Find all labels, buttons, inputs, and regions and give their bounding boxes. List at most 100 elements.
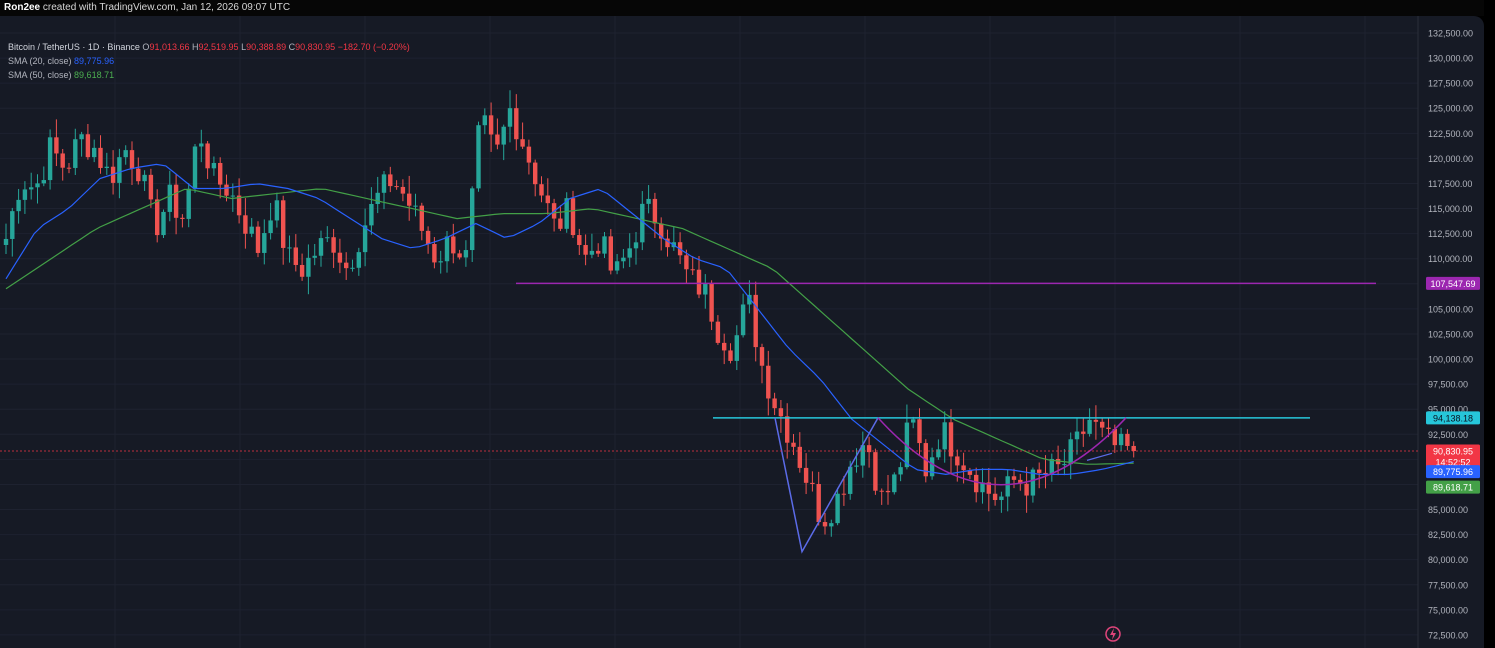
candle-body (432, 244, 437, 263)
candle (570, 190, 576, 238)
candle (104, 152, 109, 175)
candle (249, 218, 254, 238)
candle (829, 519, 834, 537)
candle-body (898, 467, 903, 475)
candle-body (740, 304, 746, 336)
resistance-price-label-bg (1426, 276, 1480, 290)
candle-body (621, 257, 626, 262)
candle-body (476, 125, 481, 189)
candle-body (577, 235, 582, 246)
candle (665, 229, 670, 257)
candle-body (583, 245, 588, 255)
candle-body (854, 465, 859, 467)
candle-body (929, 457, 935, 477)
candle-body (419, 205, 424, 231)
candle-body (734, 335, 739, 361)
candle-body (1005, 476, 1010, 497)
candle-body (1125, 433, 1130, 446)
candle-body (520, 139, 525, 147)
candle (1037, 462, 1042, 489)
window-edge (1484, 0, 1495, 648)
candle-body (885, 490, 891, 493)
candle (274, 192, 280, 228)
candle (211, 156, 217, 176)
candle-body (41, 180, 46, 184)
candle-body (306, 257, 311, 277)
candle (54, 119, 59, 167)
candle-body (161, 211, 166, 236)
candle (860, 431, 865, 478)
price-chart[interactable]: 72,500.00 75,000.00 77,500.00 80,000.00 82,5… (0, 16, 1484, 648)
candle (419, 202, 424, 241)
last-price-bg (1426, 444, 1480, 469)
candle (199, 129, 204, 163)
y-tick-label: 112,500.00 (1428, 229, 1472, 239)
candle-body (791, 442, 796, 447)
y-tick-label: 105,000.00 (1428, 304, 1473, 314)
candle (671, 226, 676, 251)
candle (1081, 417, 1086, 447)
candle (904, 404, 910, 470)
candle (533, 159, 538, 197)
y-tick-label: 117,500.00 (1428, 179, 1472, 189)
candle-body (29, 187, 34, 190)
candle-body (728, 350, 733, 361)
candle (948, 409, 954, 474)
candle (803, 453, 809, 495)
candle-body (85, 134, 91, 158)
y-tick-label: 115,000.00 (1428, 204, 1472, 214)
candle (255, 221, 261, 258)
author-name: Ron2ee (4, 2, 41, 13)
candle (407, 175, 412, 221)
candle (753, 281, 758, 362)
candle-body (785, 416, 790, 443)
candle (1074, 417, 1080, 455)
candle (388, 166, 393, 193)
candle (942, 411, 947, 463)
candle (539, 176, 544, 203)
candle (1125, 429, 1130, 451)
sma50-price-label-text: 89,618.71 (1433, 483, 1473, 493)
candle (974, 467, 979, 503)
countdown-text: 14:52:52 (1435, 458, 1470, 468)
grid-lines (0, 16, 1418, 648)
candle (299, 253, 305, 281)
candle-body (917, 419, 922, 444)
candle (646, 185, 651, 214)
candle-body (633, 242, 639, 249)
candle-body (803, 467, 809, 483)
sma50-price-label: 89,618.71 (1426, 480, 1480, 494)
candle-body (967, 470, 973, 475)
candle-body (129, 150, 135, 169)
candle (526, 139, 532, 175)
candle (413, 193, 418, 217)
candle-body (22, 189, 28, 200)
candle-body (1018, 479, 1023, 484)
y-tick-label: 85,000.00 (1428, 505, 1468, 515)
candle (967, 467, 973, 479)
candle-body (646, 198, 651, 204)
candle (425, 226, 431, 254)
candle-body (394, 186, 399, 188)
candle-body (1087, 419, 1092, 434)
lightning-icon[interactable] (1105, 626, 1121, 642)
candles (3, 90, 1136, 537)
candle (684, 249, 689, 284)
candle (73, 128, 78, 176)
sma50-price-label-bg (1426, 480, 1480, 494)
chart-panel: 72,500.00 75,000.00 77,500.00 80,000.00 82,5… (0, 16, 1484, 648)
candle-body (1037, 469, 1042, 473)
candle-body (73, 139, 78, 168)
candle-body (841, 493, 847, 495)
candle-body (684, 255, 689, 270)
lightning-icon-ring (1105, 626, 1121, 642)
candle-body (860, 445, 865, 466)
candle (287, 235, 292, 263)
candle-body (747, 294, 752, 305)
candle (457, 249, 462, 260)
candle-body (173, 184, 179, 218)
candle-body (470, 188, 475, 251)
candle (243, 198, 248, 249)
candle-body (652, 198, 658, 224)
candle-body (438, 261, 443, 263)
